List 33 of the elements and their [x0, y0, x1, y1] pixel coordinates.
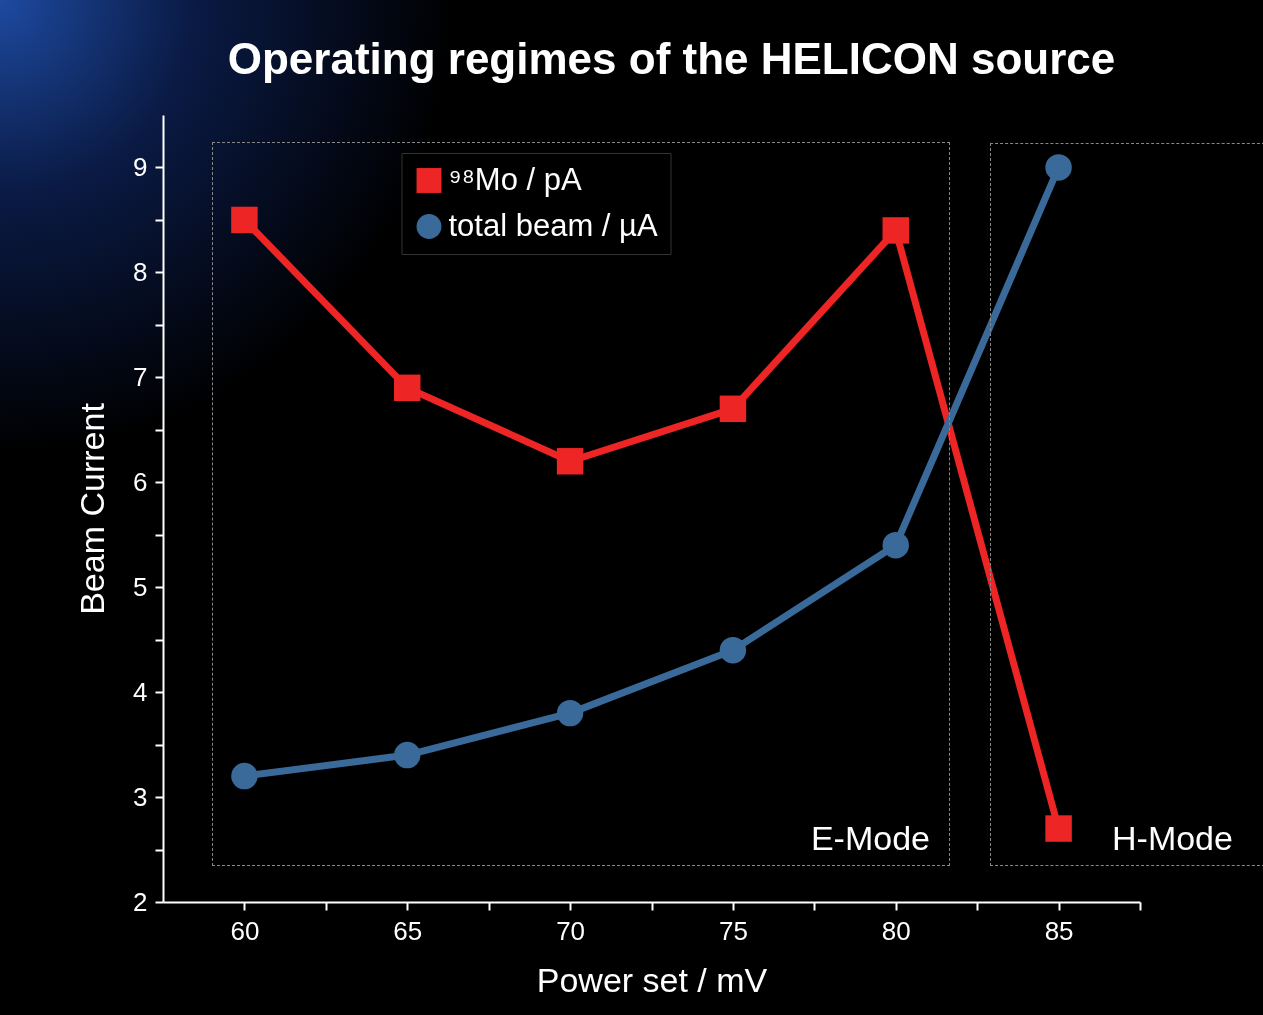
x-tick-label: 80: [881, 915, 911, 946]
y-tick-label: 5: [133, 571, 148, 602]
x-tick-label: 60: [230, 915, 260, 946]
y-tick-label: 2: [133, 886, 148, 917]
annotation: H-Mode: [1112, 819, 1233, 858]
point: [719, 395, 747, 423]
point: [231, 206, 258, 234]
x-axis-title: Power set / mV: [536, 960, 768, 999]
point: [556, 699, 584, 727]
y-axis-title: Beam Current: [73, 402, 112, 615]
y-tick-label: 6: [133, 466, 148, 497]
point: [882, 217, 909, 244]
x-tick-label: 75: [718, 915, 748, 946]
point: [719, 636, 747, 664]
y-tick-label: 4: [133, 676, 148, 707]
x-tick-label: 65: [393, 915, 423, 946]
annotation: E-Mode: [810, 819, 930, 858]
point: [1045, 815, 1072, 842]
chart-title: Operating regimes of the HELICON source: [227, 34, 1116, 83]
point: [231, 762, 258, 790]
legend-label: ⁹⁸Mo / pA: [448, 161, 582, 197]
y-tick-label: 8: [133, 256, 148, 287]
point: [394, 741, 421, 769]
point: [882, 532, 909, 559]
x-tick-label: 85: [1044, 915, 1074, 946]
legend-label: total beam / µA: [448, 207, 658, 243]
y-tick-label: 7: [133, 361, 148, 392]
y-tick-label: 3: [133, 781, 148, 812]
point: [394, 374, 421, 402]
x-tick-label: 70: [556, 915, 586, 946]
y-tick-label: 9: [133, 151, 148, 182]
point: [1045, 154, 1072, 181]
point: [556, 448, 584, 475]
